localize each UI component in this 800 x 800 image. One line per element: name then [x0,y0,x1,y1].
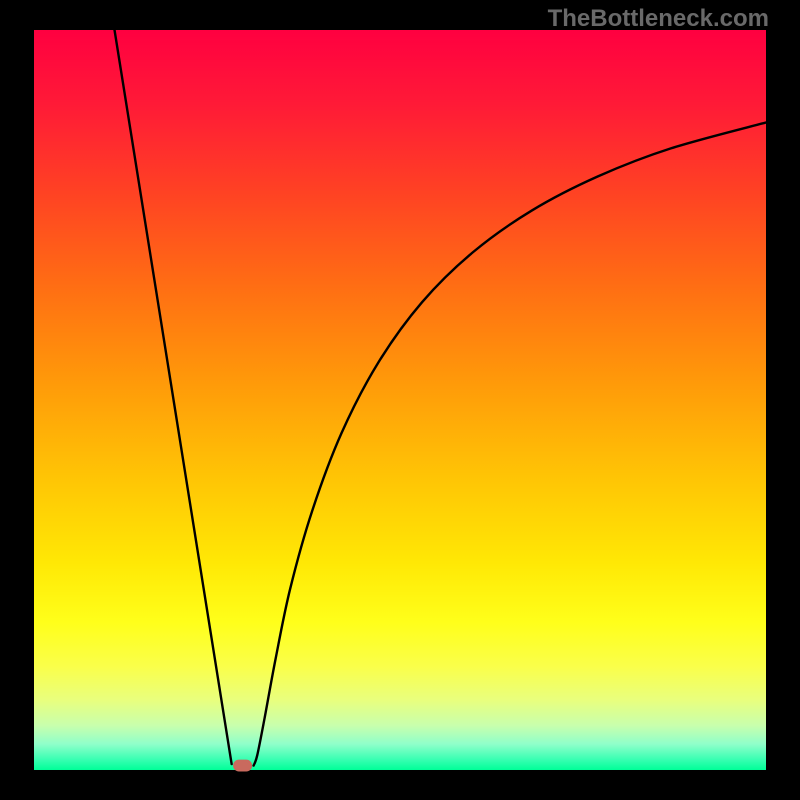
attribution-watermark: TheBottleneck.com [548,5,769,33]
bottleneck-gradient-chart [0,0,800,800]
chart-stage: TheBottleneck.com [0,0,800,800]
minimum-marker [233,760,252,772]
plot-background-gradient [34,30,766,770]
